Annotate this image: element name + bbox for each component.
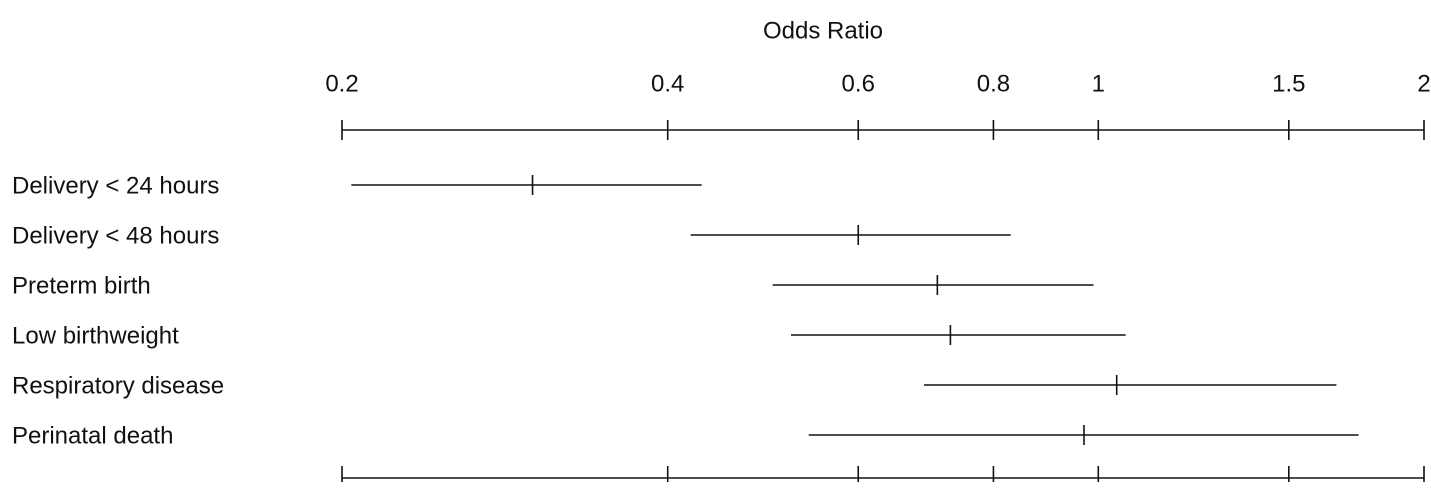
row-label: Preterm birth (12, 272, 151, 299)
row-label: Delivery < 24 hours (12, 172, 219, 199)
row-label: Perinatal death (12, 422, 173, 449)
x-tick-label: 0.2 (325, 70, 358, 97)
row-label: Low birthweight (12, 322, 179, 349)
x-tick-label: 2 (1417, 70, 1430, 97)
x-tick-label: 0.6 (842, 70, 875, 97)
x-tick-label: 1.5 (1272, 70, 1305, 97)
row-label: Respiratory disease (12, 372, 224, 399)
x-tick-label: 0.4 (651, 70, 684, 97)
x-tick-label: 1 (1092, 70, 1105, 97)
axis-title: Odds Ratio (763, 17, 883, 44)
x-tick-label: 0.8 (977, 70, 1010, 97)
row-label: Delivery < 48 hours (12, 222, 219, 249)
